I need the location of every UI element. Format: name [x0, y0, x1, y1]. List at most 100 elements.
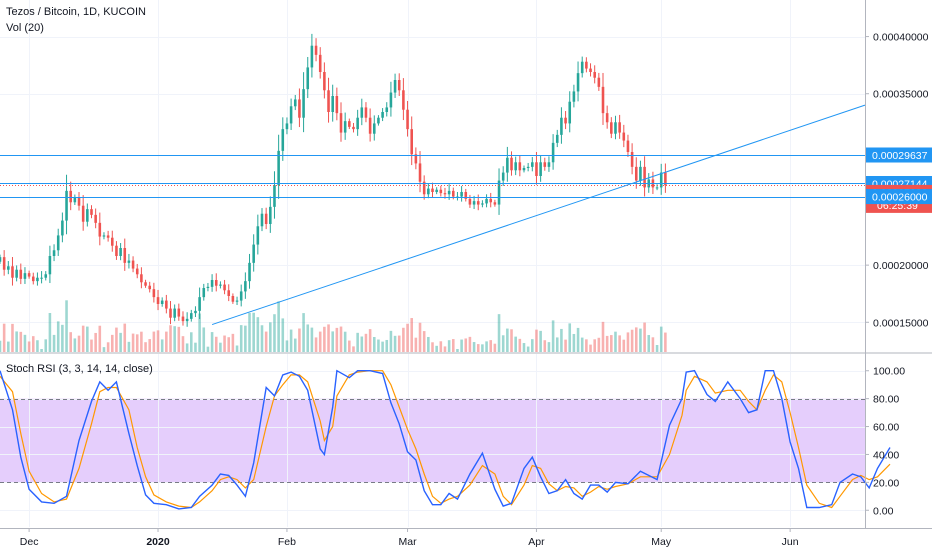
candle-body[interactable]	[15, 269, 18, 278]
candle-body[interactable]	[244, 281, 247, 292]
candle-body[interactable]	[169, 308, 172, 318]
candle-body[interactable]	[281, 129, 285, 151]
candle-body[interactable]	[410, 129, 413, 155]
candle-body[interactable]	[177, 308, 181, 317]
candle-body[interactable]	[331, 96, 334, 112]
candle-body[interactable]	[264, 213, 268, 224]
candle-body[interactable]	[194, 310, 197, 314]
candle-body[interactable]	[31, 276, 35, 282]
candle-body[interactable]	[140, 274, 143, 283]
candle-body[interactable]	[614, 122, 617, 134]
candle-body[interactable]	[144, 282, 147, 286]
candle-body[interactable]	[526, 166, 530, 168]
candle-body[interactable]	[443, 193, 447, 195]
candle-body[interactable]	[11, 266, 14, 278]
candle-body[interactable]	[69, 190, 72, 203]
candle-body[interactable]	[626, 140, 630, 152]
candle-body[interactable]	[61, 220, 64, 236]
candle-body[interactable]	[506, 157, 509, 173]
candle-body[interactable]	[360, 107, 364, 118]
candle-body[interactable]	[452, 190, 455, 197]
candle-body[interactable]	[435, 189, 438, 192]
candle-body[interactable]	[439, 189, 443, 194]
candle-body[interactable]	[593, 72, 596, 78]
candle-body[interactable]	[634, 166, 638, 181]
candle-body[interactable]	[260, 213, 264, 227]
candle-body[interactable]	[90, 209, 93, 215]
candle-body[interactable]	[160, 300, 164, 304]
candle-body[interactable]	[493, 202, 497, 205]
candle-body[interactable]	[472, 201, 476, 205]
candle-body[interactable]	[293, 99, 297, 107]
candle-body[interactable]	[368, 117, 372, 134]
candle-body[interactable]	[547, 162, 551, 167]
candle-body[interactable]	[327, 90, 330, 112]
candle-body[interactable]	[476, 201, 480, 205]
candle-body[interactable]	[77, 197, 81, 206]
candle-body[interactable]	[181, 316, 185, 322]
candle-body[interactable]	[597, 77, 601, 87]
candle-body[interactable]	[655, 187, 659, 189]
candle-body[interactable]	[551, 142, 555, 163]
candle-body[interactable]	[464, 192, 468, 199]
candle-body[interactable]	[52, 250, 56, 256]
candle-body[interactable]	[343, 121, 347, 133]
candlestick-series[interactable]	[0, 33, 667, 327]
time-axis[interactable]: Dec 2020 Feb Mar Apr May Jun	[20, 528, 799, 548]
candle-body[interactable]	[385, 107, 389, 112]
candle-body[interactable]	[535, 162, 538, 176]
candle-body[interactable]	[377, 117, 380, 124]
candle-body[interactable]	[348, 121, 351, 127]
candle-body[interactable]	[352, 126, 355, 130]
candle-body[interactable]	[86, 209, 89, 222]
candle-body[interactable]	[219, 284, 222, 286]
candle-body[interactable]	[106, 235, 110, 238]
candle-body[interactable]	[277, 150, 280, 186]
candle-body[interactable]	[210, 280, 214, 287]
candle-body[interactable]	[248, 262, 251, 282]
candle-body[interactable]	[289, 106, 293, 124]
candle-body[interactable]	[131, 260, 135, 269]
candle-body[interactable]	[397, 80, 401, 91]
candle-body[interactable]	[19, 269, 23, 279]
candle-body[interactable]	[622, 132, 626, 141]
candle-body[interactable]	[65, 190, 68, 221]
candle-body[interactable]	[298, 99, 301, 118]
candle-body[interactable]	[555, 134, 559, 143]
candle-body[interactable]	[630, 152, 634, 167]
candle-body[interactable]	[165, 300, 168, 309]
candle-body[interactable]	[580, 61, 584, 74]
candle-body[interactable]	[510, 157, 513, 171]
candle-body[interactable]	[659, 172, 663, 188]
candle-body[interactable]	[123, 248, 127, 263]
price-axis[interactable]: 0.00040000 0.00035000 0.00020000 0.00015000	[865, 32, 929, 330]
candle-body[interactable]	[273, 185, 276, 207]
horizontal-levels[interactable]	[0, 155, 865, 198]
candle-body[interactable]	[223, 284, 226, 291]
candle-body[interactable]	[256, 226, 260, 245]
candle-body[interactable]	[119, 248, 122, 256]
candle-body[interactable]	[460, 192, 463, 197]
candle-body[interactable]	[364, 107, 368, 118]
candle-body[interactable]	[318, 54, 322, 72]
candle-body[interactable]	[576, 73, 580, 92]
candle-body[interactable]	[40, 277, 43, 279]
candle-body[interactable]	[314, 45, 318, 55]
candle-body[interactable]	[518, 162, 522, 171]
candle-body[interactable]	[389, 92, 393, 108]
candle-body[interactable]	[339, 113, 343, 133]
candle-body[interactable]	[98, 222, 102, 237]
candle-body[interactable]	[585, 61, 588, 69]
candle-body[interactable]	[514, 162, 517, 171]
candle-body[interactable]	[152, 289, 156, 298]
candle-body[interactable]	[252, 244, 255, 263]
candle-body[interactable]	[269, 206, 272, 224]
candle-body[interactable]	[560, 117, 563, 135]
candle-body[interactable]	[185, 318, 189, 322]
candle-body[interactable]	[610, 122, 613, 134]
candle-body[interactable]	[7, 266, 10, 270]
candle-body[interactable]	[227, 290, 231, 296]
candle-body[interactable]	[73, 197, 77, 203]
candle-body[interactable]	[489, 198, 493, 203]
candle-body[interactable]	[427, 188, 430, 195]
